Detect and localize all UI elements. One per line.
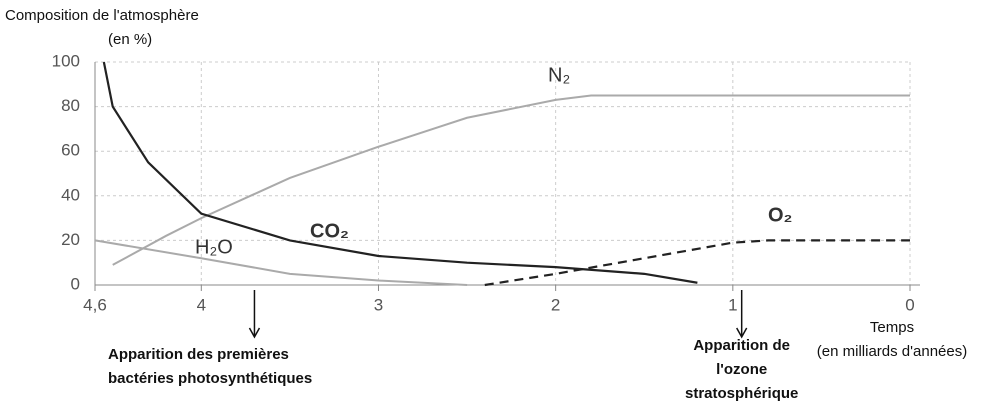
- x-tick-label: 4: [197, 295, 206, 314]
- annotation-line: bactéries photosynthétiques: [108, 370, 312, 387]
- series-line: [484, 239, 910, 287]
- annotation-line: Apparition des premières: [108, 346, 289, 363]
- series-line: [94, 239, 468, 286]
- series-line: [112, 94, 910, 266]
- y-tick-label: 40: [61, 185, 80, 204]
- y-tick-label: 20: [61, 230, 80, 249]
- series-label: CO₂: [310, 220, 349, 242]
- x-axis-label: Temps: [870, 319, 914, 336]
- y-axis-label: Composition de l'atmosphère: [5, 7, 199, 24]
- series-label: O₂: [768, 204, 792, 226]
- annotation: Apparition des premières bactéries photos…: [108, 346, 312, 387]
- y-tick-label: 60: [61, 141, 80, 160]
- x-tick-label: 2: [551, 295, 560, 314]
- x-tick-label: 1: [728, 295, 737, 314]
- annotation: Apparition de l'ozone stratosphérique: [685, 337, 798, 402]
- y-axis-label: (en %): [108, 31, 152, 48]
- series-label: H₂O: [195, 236, 233, 258]
- annotation-line: l'ozone: [716, 361, 767, 378]
- y-tick-label: 100: [52, 51, 80, 70]
- arrow-head: [248, 327, 261, 339]
- annotation-line: stratosphérique: [685, 385, 798, 402]
- x-axis-label: (en milliards d'années): [817, 343, 967, 360]
- y-tick-label: 80: [61, 96, 80, 115]
- y-tick-label: 0: [71, 274, 80, 293]
- arrow-head: [736, 327, 748, 339]
- x-tick-label: 4,6: [83, 295, 107, 314]
- series-label: N₂: [548, 64, 570, 86]
- series-line: [102, 61, 698, 284]
- x-tick-label: 0: [905, 295, 914, 314]
- annotation-line: Apparition de: [693, 337, 790, 354]
- x-tick-label: 3: [374, 295, 383, 314]
